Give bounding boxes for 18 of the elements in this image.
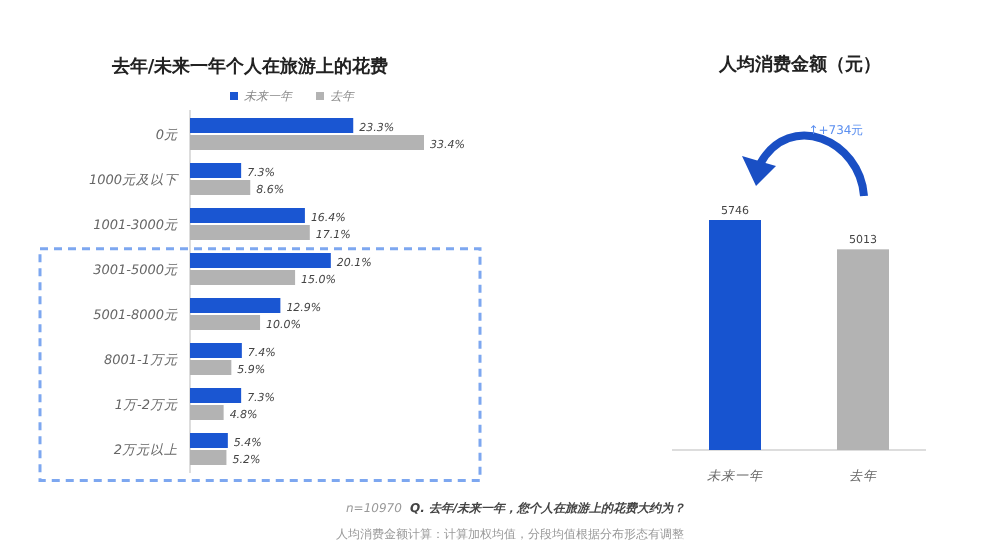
- bar: [190, 450, 227, 465]
- bar: [190, 433, 228, 448]
- bar: [190, 343, 242, 358]
- bar: [190, 388, 242, 403]
- chart-title: 去年/未来一年个人在旅游上的花费: [109, 56, 389, 78]
- bar: [190, 208, 305, 223]
- bar: [190, 315, 261, 330]
- bar: [190, 118, 354, 133]
- chart-title: 人均消费金额（元）: [717, 54, 881, 76]
- bar: [190, 298, 281, 313]
- bar: [190, 360, 232, 375]
- bar: [190, 225, 310, 240]
- bar: [190, 163, 242, 178]
- bar: [190, 253, 331, 268]
- bar: [190, 405, 224, 420]
- bar: [190, 135, 424, 150]
- bar: [190, 270, 296, 285]
- bar: [190, 180, 251, 195]
